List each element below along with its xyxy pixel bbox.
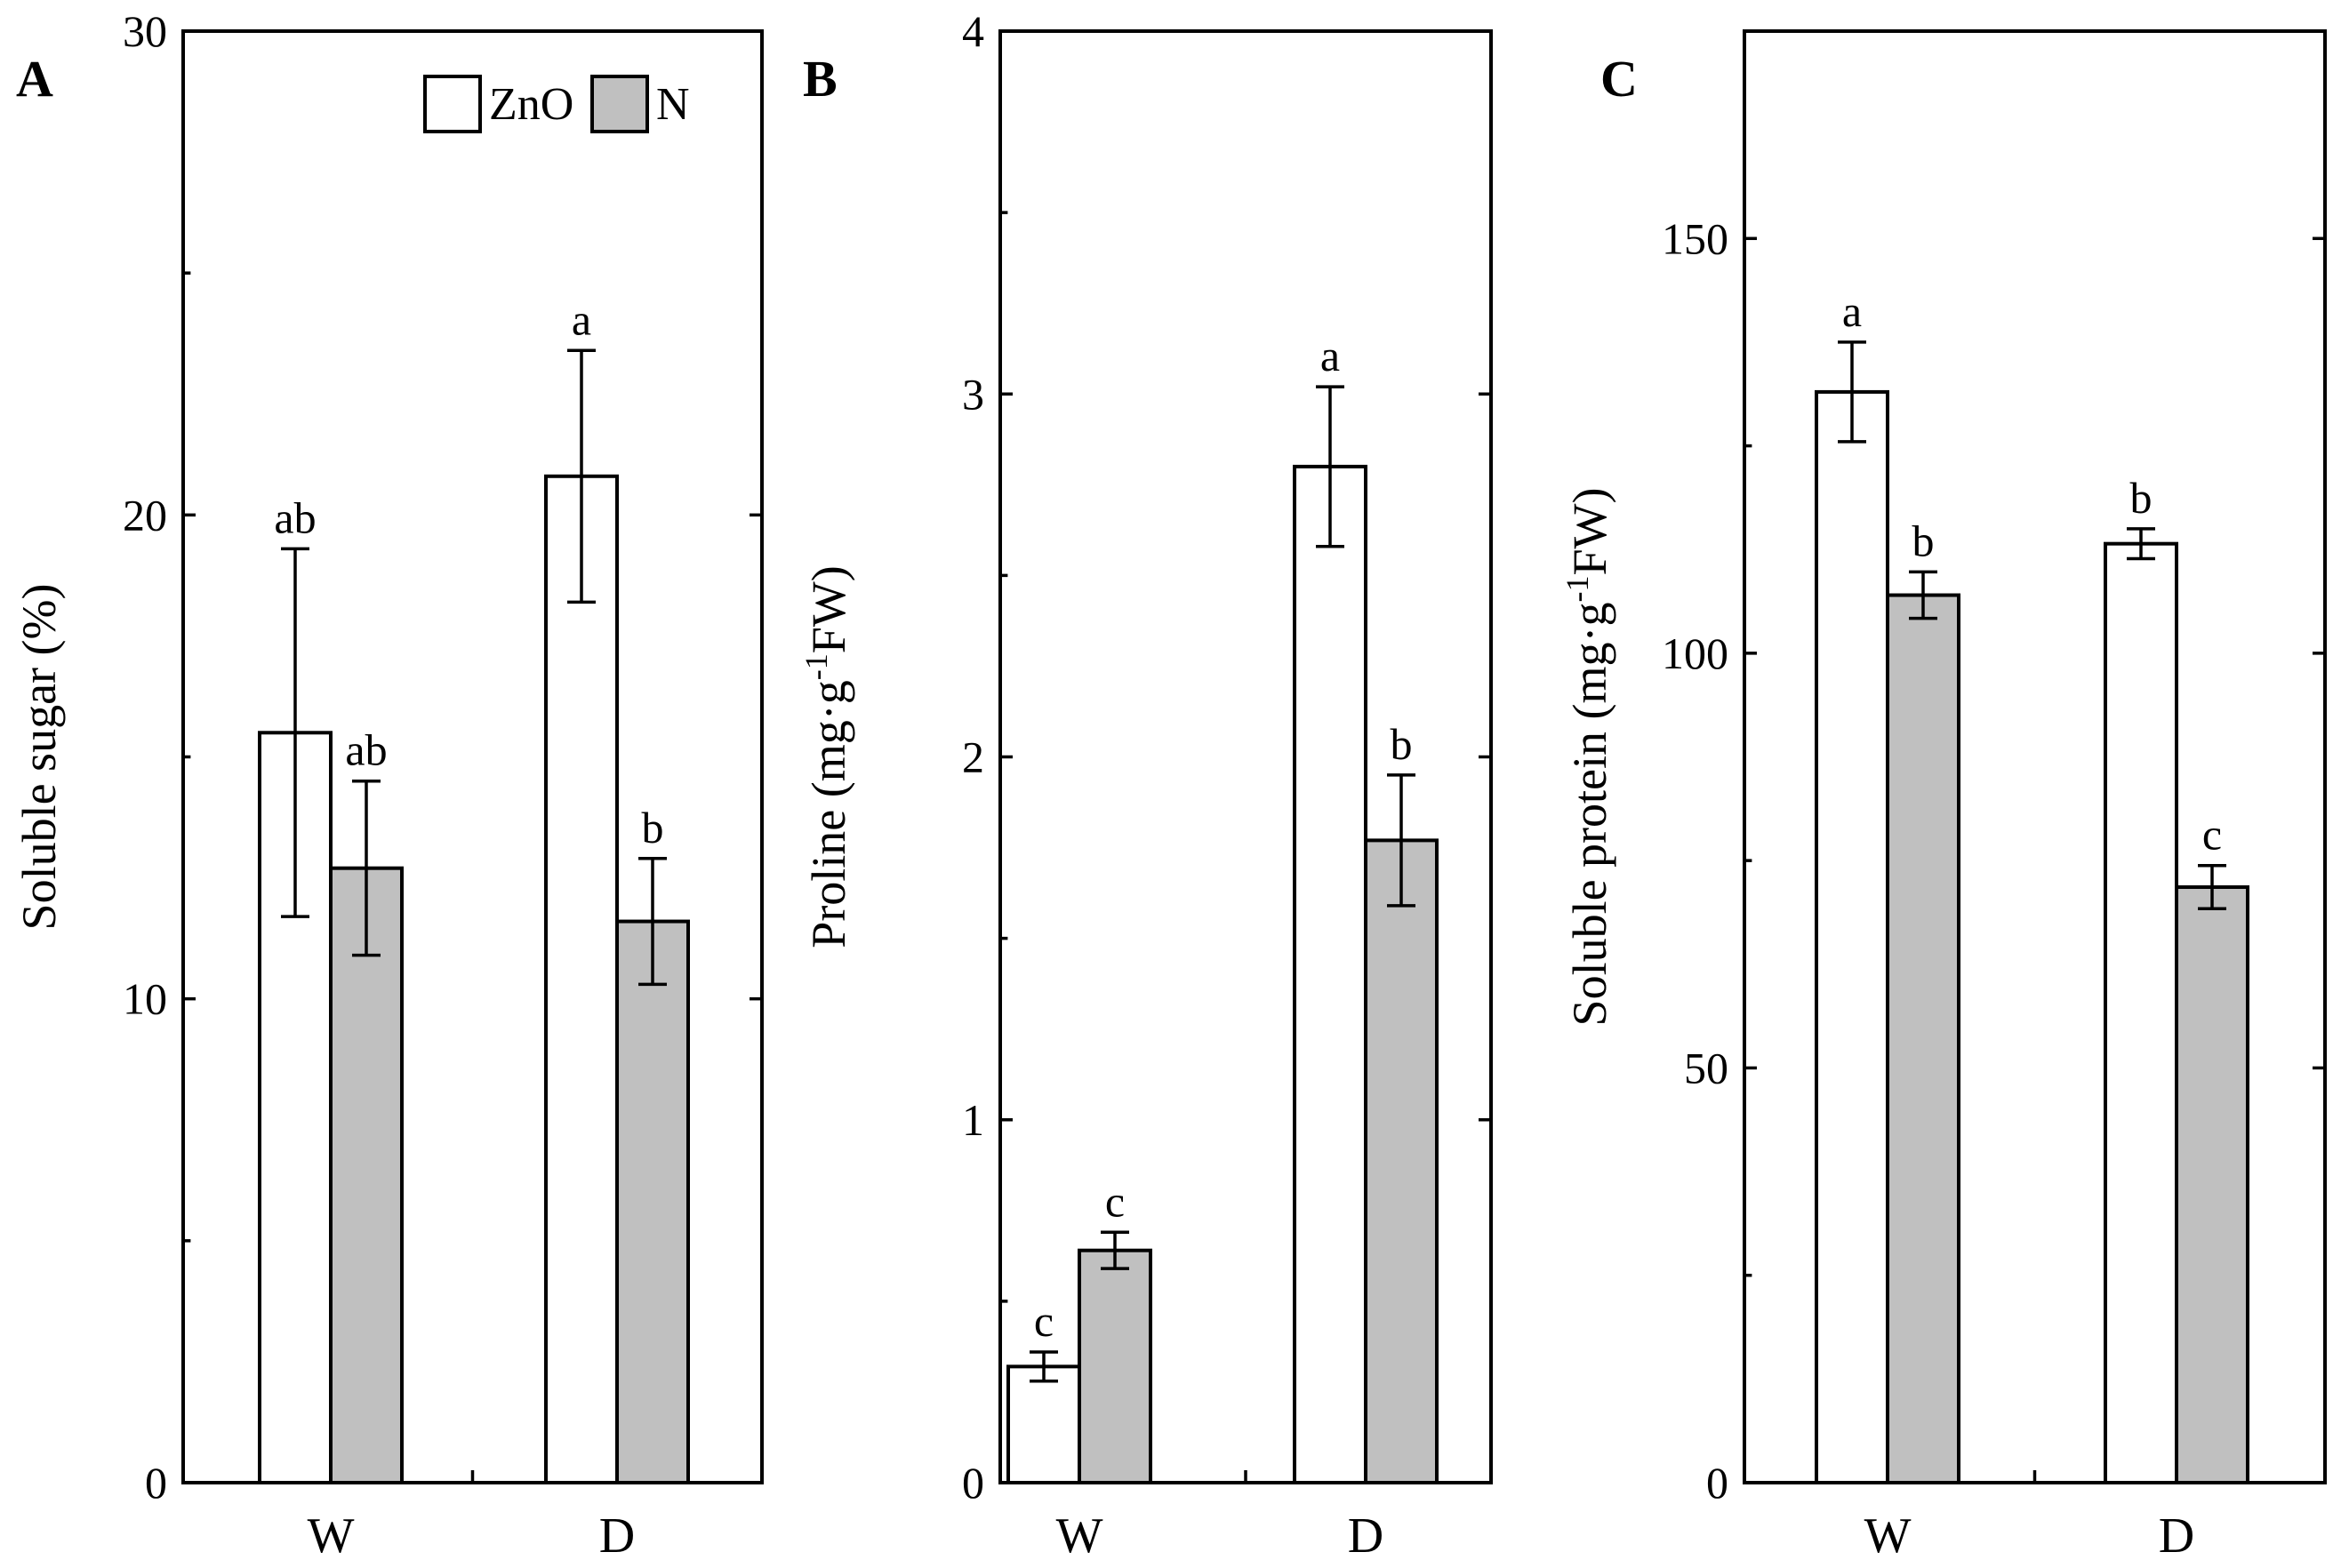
- panel-label: A: [16, 50, 53, 108]
- y-axis-title-main: Proline (mg·g: [802, 680, 855, 948]
- y-tick-label: 0: [1706, 1458, 1728, 1508]
- bar-n-w: [1078, 1248, 1152, 1484]
- significance-label: b: [1912, 516, 1935, 565]
- y-axis-title-superscript: -1: [798, 653, 834, 680]
- y-tick-label: 100: [1662, 628, 1728, 678]
- y-tick-label: 30: [123, 6, 167, 56]
- x-category-label: W: [308, 1508, 355, 1564]
- significance-label: a: [572, 294, 591, 344]
- legend-swatch-zno: [423, 75, 482, 133]
- panel-a-soluble-sugar: 0 10 20 30 W Dab a ab b A Soluble sugar (%) ZnO N: [12, 6, 764, 1564]
- legend-label: ZnO: [489, 79, 573, 130]
- x-category-label: W: [1056, 1508, 1103, 1564]
- significance-label: ab: [274, 492, 316, 542]
- significance-label: ab: [345, 725, 387, 775]
- bar-zno-w: [1815, 389, 1889, 1485]
- bar-zno-d: [2104, 541, 2178, 1485]
- panel-label: C: [1600, 50, 1638, 108]
- x-category-label: D: [599, 1508, 635, 1564]
- bar-n-w: [329, 866, 404, 1484]
- x-category-label: D: [2159, 1508, 2194, 1564]
- significance-label: a: [1320, 331, 1340, 380]
- y-tick-label: 2: [962, 732, 984, 782]
- significance-label: c: [2202, 810, 2222, 860]
- y-tick-label: 150: [1662, 213, 1728, 263]
- panel-c-soluble-protein: 0 50 100 150 W Da b b c C Soluble protein (mg·g-1F…: [1559, 29, 2327, 1564]
- y-axis-title: Soluble sugar (%): [12, 584, 66, 931]
- y-axis-title: Proline (mg·g-1FW): [798, 565, 855, 948]
- significance-label: b: [1391, 719, 1413, 769]
- bar-zno-d: [1293, 464, 1367, 1484]
- y-axis-title-tail: FW): [1563, 488, 1616, 576]
- y-tick-label: 50: [1684, 1043, 1728, 1092]
- y-tick-label: 1: [962, 1095, 984, 1145]
- y-axis-title-main: Soluble protein (mg·g: [1563, 603, 1616, 1027]
- x-category-label: W: [1864, 1508, 1912, 1564]
- y-axis-title: Soluble protein (mg·g-1FW): [1559, 488, 1616, 1027]
- y-tick-label: 10: [123, 974, 167, 1024]
- y-tick-label: 3: [962, 369, 984, 419]
- bar-n-w: [1886, 593, 1960, 1484]
- significance-label: b: [642, 803, 664, 852]
- legend-swatch-n: [590, 75, 649, 133]
- significance-label: c: [1105, 1176, 1125, 1226]
- y-tick-label: 0: [962, 1458, 984, 1508]
- panel-label: B: [803, 50, 838, 108]
- x-category-label: D: [1348, 1508, 1383, 1564]
- significance-label: a: [1842, 286, 1862, 336]
- bar-zno-d: [544, 474, 619, 1485]
- y-tick-label: 0: [145, 1458, 167, 1508]
- y-axis-title-tail: FW): [802, 565, 855, 653]
- bar-n-d: [615, 919, 690, 1485]
- bar-n-d: [1364, 838, 1439, 1484]
- y-tick-label: 20: [123, 490, 167, 540]
- bar-n-d: [2175, 885, 2249, 1484]
- legend-label: N: [656, 79, 690, 130]
- bar-zno-w: [1006, 1364, 1081, 1484]
- significance-label: b: [2130, 473, 2153, 523]
- legend: ZnO N: [423, 75, 690, 133]
- y-tick-label: 4: [962, 6, 984, 56]
- significance-label: c: [1034, 1296, 1054, 1346]
- panel-b-proline: 0 1 2 3 4 W Dc a c b B Proline (mg·g-1FW): [798, 6, 1493, 1564]
- y-axis-title-superscript: -1: [1559, 576, 1595, 603]
